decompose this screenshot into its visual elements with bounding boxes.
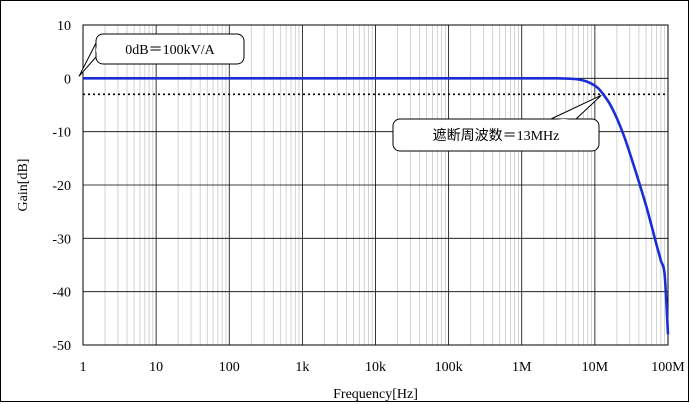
- x-tick-label: 10: [149, 360, 163, 375]
- annotation-callout: 0dB＝100kV/A: [78, 33, 245, 77]
- y-tick-label: -10: [52, 126, 71, 141]
- annotations: 0dB＝100kV/A 遮断周波数＝13MHz: [78, 33, 602, 152]
- y-tick-label: -20: [52, 179, 71, 194]
- y-tick-label: -30: [52, 232, 71, 247]
- y-tick-labels: 10 0 -10 -20 -30 -40 -50: [52, 19, 71, 354]
- x-tick-label: 1M: [512, 360, 532, 375]
- callout-pointer-mask: [96, 43, 97, 57]
- x-tick-label: 10M: [582, 360, 609, 375]
- callout-pointer-mask: [551, 119, 576, 120]
- x-tick-labels: 1 10 100 1k 10k 100k 1M 10M 100M: [80, 360, 686, 375]
- series-layer: [82, 76, 670, 335]
- x-tick-label: 10k: [365, 360, 386, 375]
- annotation-callout: 遮断周波数＝13MHz: [392, 94, 602, 152]
- callout-label: 遮断周波数＝13MHz: [433, 128, 560, 144]
- callout-label: 0dB＝100kV/A: [125, 43, 215, 58]
- x-tick-label: 100k: [435, 360, 463, 375]
- y-tick-label: 10: [57, 19, 71, 34]
- x-tick-label: 1k: [295, 360, 309, 375]
- x-tick-label: 100: [219, 360, 240, 375]
- gain-series-line: [82, 76, 670, 335]
- x-axis-label: Frequency[Hz]: [333, 387, 418, 402]
- y-axis-label: Gain[dB]: [16, 159, 31, 212]
- y-tick-label: 0: [64, 72, 71, 87]
- y-tick-label: -50: [52, 339, 71, 354]
- x-tick-label: 1: [80, 360, 87, 375]
- x-tick-label: 100M: [651, 360, 685, 375]
- y-tick-label: -40: [52, 286, 71, 301]
- plot-border: [82, 24, 669, 346]
- callout-box: [392, 118, 600, 152]
